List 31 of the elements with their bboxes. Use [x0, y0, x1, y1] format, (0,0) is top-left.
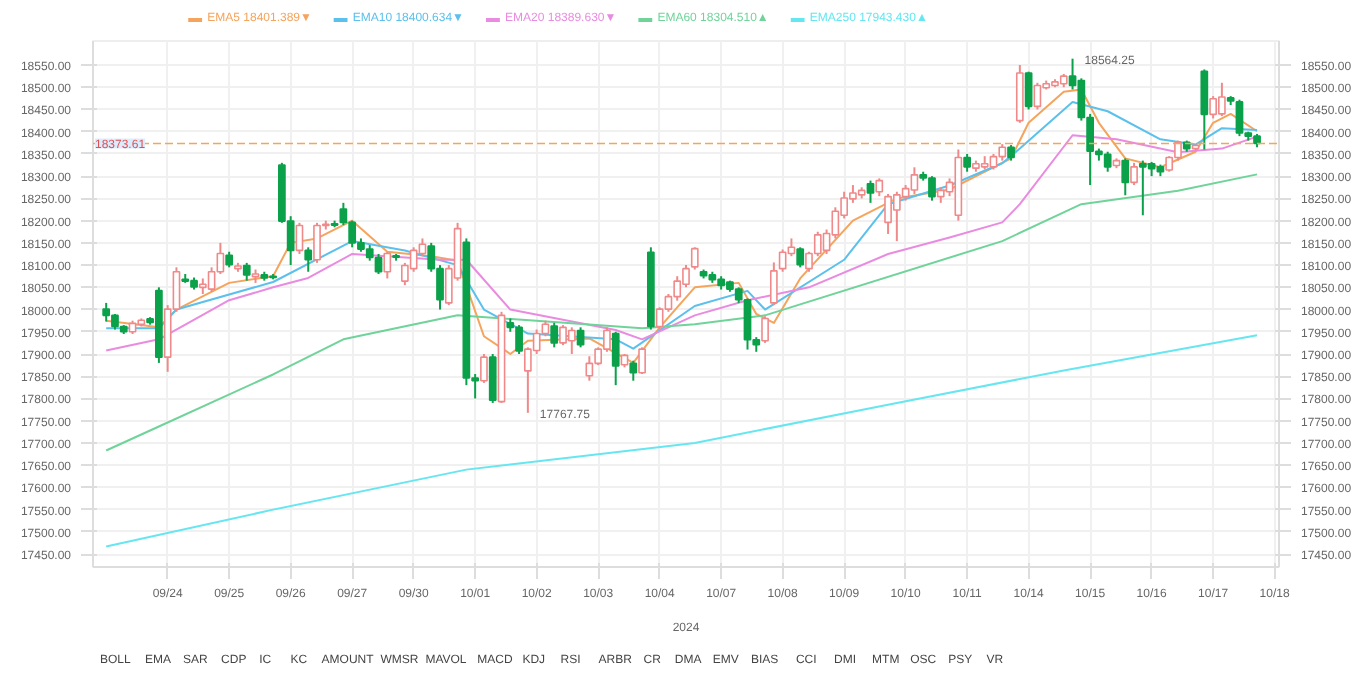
- line-series: [105, 334, 1259, 548]
- candlestick: [295, 221, 304, 255]
- candlestick: [374, 252, 383, 275]
- candlestick: [629, 359, 638, 382]
- candlestick: [796, 246, 805, 269]
- candlestick: [1138, 159, 1147, 217]
- candlestick: [480, 353, 488, 384]
- candlestick: [567, 326, 576, 356]
- candlestick: [383, 250, 392, 280]
- candlestick: [910, 166, 919, 195]
- line-series: [105, 173, 1259, 452]
- candlestick: [611, 330, 620, 387]
- candlestick: [690, 246, 699, 271]
- candlestick: [866, 179, 875, 204]
- candlestick: [761, 315, 769, 344]
- candlestick: [488, 353, 497, 404]
- candlestick: [550, 321, 559, 349]
- candlestick: [1103, 150, 1112, 173]
- candlestick: [1033, 81, 1042, 111]
- candlestick: [1130, 161, 1138, 187]
- candlestick: [304, 246, 313, 273]
- candlestick: [769, 261, 778, 307]
- candlestick: [1235, 98, 1244, 138]
- candlestick: [585, 355, 594, 382]
- candlestick: [638, 346, 646, 376]
- candlestick: [1024, 70, 1033, 111]
- candlestick: [673, 275, 682, 302]
- candlestick: [1015, 64, 1024, 124]
- candlestick: [1200, 68, 1209, 151]
- candlestick: [1121, 157, 1130, 197]
- candlestick: [102, 301, 111, 323]
